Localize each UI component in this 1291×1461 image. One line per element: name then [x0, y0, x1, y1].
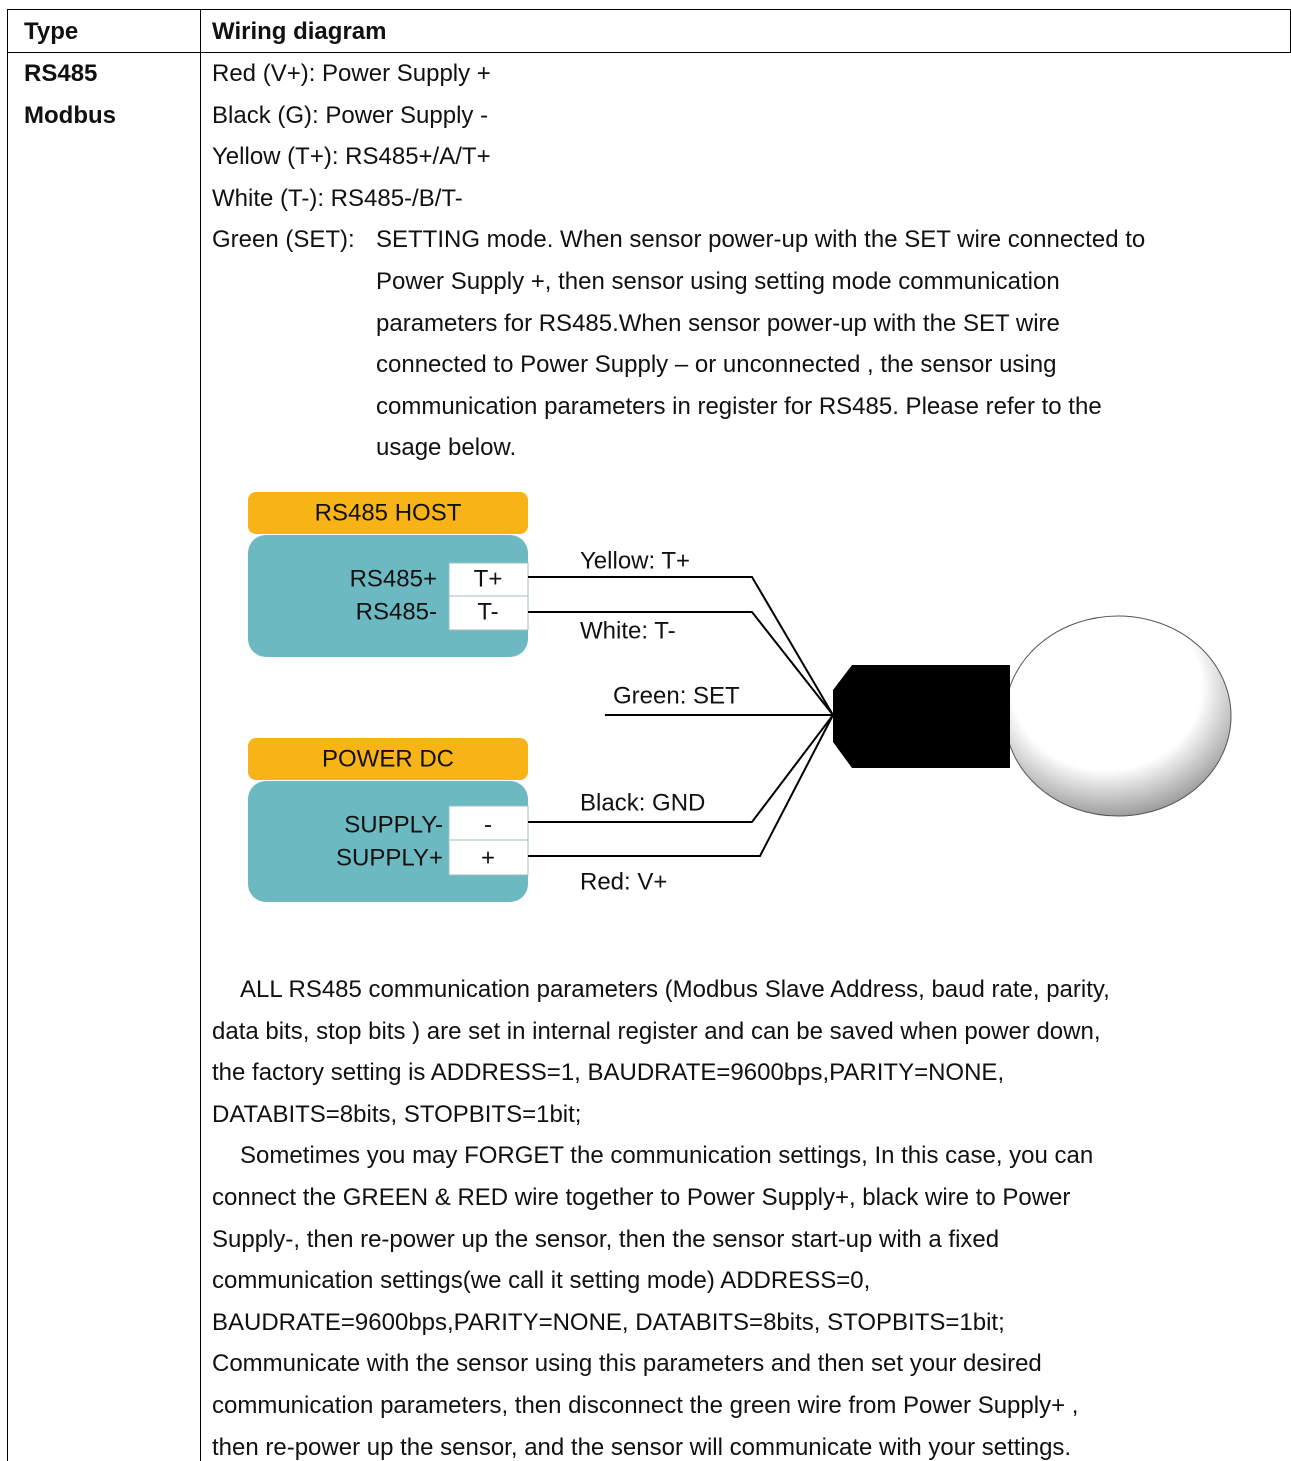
wiring-line: Yellow (T+): RS485+/A/T+	[212, 143, 491, 171]
terminal	[448, 595, 529, 631]
type-cell: Modbus	[24, 102, 116, 129]
wiring-line: White (T-): RS485-/B/T-	[212, 184, 463, 212]
set-line: SETTING mode. When sensor power-up with …	[376, 226, 1146, 254]
host-title-box	[248, 492, 528, 534]
wiring-line: Black (G): Power Supply -	[212, 101, 489, 129]
wire-label: White: T-	[580, 617, 676, 644]
paragraph-line: Supply-, then re-power up the sensor, th…	[212, 1225, 1000, 1253]
wire-label: Black: GND	[580, 789, 705, 816]
terminal	[448, 839, 529, 876]
set-label: Green (SET):	[212, 226, 355, 254]
pin-label: SUPPLY-	[344, 811, 443, 838]
wires	[528, 576, 834, 857]
paragraph-line: data bits, stop bits ) are set in intern…	[212, 1017, 1101, 1045]
terminal-label: +	[481, 844, 495, 871]
wire-label: Red: V+	[580, 868, 667, 895]
paragraph-line: Communicate with the sensor using this p…	[212, 1350, 1042, 1378]
header-cell: Wiring diagram	[212, 18, 387, 45]
terminal	[448, 562, 529, 597]
pin-label: RS485+	[350, 565, 437, 592]
box-title: RS485 HOST	[315, 499, 462, 526]
pin-label: SUPPLY+	[336, 844, 443, 871]
set-line: usage below.	[376, 434, 517, 462]
sensor-head	[1004, 615, 1232, 817]
paragraph-line: then re-power up the sensor, and the sen…	[212, 1433, 1072, 1461]
paragraph-line: connect the GREEN & RED wire together to…	[212, 1184, 1071, 1211]
paragraph-line: BAUDRATE=9600bps,PARITY=NONE, DATABITS=8…	[212, 1308, 1005, 1336]
terminal-label: T+	[474, 565, 503, 592]
set-line: Power Supply +, then sensor using settin…	[376, 268, 1060, 295]
paragraph-line: communication parameters, then disconnec…	[212, 1392, 1079, 1419]
wiring-line: Red (V+): Power Supply +	[212, 60, 491, 87]
table-border	[7, 9, 1291, 10]
table-border	[7, 9, 8, 1461]
wire-label: Yellow: T+	[580, 547, 690, 574]
terminal-label: T-	[477, 598, 498, 625]
table-border	[7, 52, 1291, 53]
header-cell: Type	[24, 18, 79, 45]
paragraph-line: the factory setting is ADDRESS=1, BAUDRA…	[212, 1059, 1005, 1087]
sensor-body	[833, 665, 1010, 768]
type-cell: RS485	[24, 60, 98, 87]
power-title-box	[248, 738, 528, 780]
paragraph-line: ALL RS485 communication parameters (Modb…	[240, 976, 1110, 1003]
pin-label: RS485-	[356, 598, 437, 625]
set-line: parameters for RS485.When sensor power-u…	[376, 309, 1060, 337]
set-line: connected to Power Supply – or unconnect…	[376, 351, 1057, 379]
terminal-label: -	[484, 811, 492, 838]
box-title: POWER DC	[322, 745, 454, 772]
table-border	[200, 9, 201, 1461]
wire-label: Green: SET	[613, 682, 740, 709]
paragraph-line: communication settings(we call it settin…	[212, 1267, 871, 1295]
paragraph-line: DATABITS=8bits, STOPBITS=1bit;	[212, 1100, 582, 1128]
set-line: communication parameters in register for…	[376, 392, 1102, 420]
paragraph-line: Sometimes you may FORGET the communicati…	[240, 1142, 1094, 1170]
